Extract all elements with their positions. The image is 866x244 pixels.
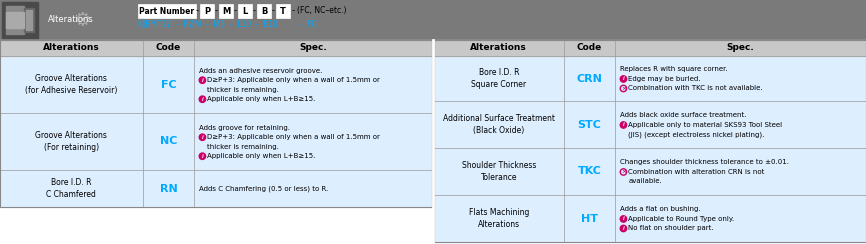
Text: Spec.: Spec. xyxy=(300,43,327,52)
Text: Combination with TKC is not available.: Combination with TKC is not available. xyxy=(629,85,763,92)
Text: D≥P+3: Applicable only when a wall of 1.5mm or: D≥P+3: Applicable only when a wall of 1.… xyxy=(207,134,380,140)
Bar xyxy=(200,4,214,18)
Bar xyxy=(6,12,24,28)
Bar xyxy=(238,4,252,18)
Bar xyxy=(26,10,32,30)
Text: -: - xyxy=(215,7,217,16)
Text: KJBMT12  -  RØM  -  M5  -  L10  -  B10         -  FC: KJBMT12 - RØM - M5 - L10 - B10 - FC xyxy=(138,20,317,29)
Circle shape xyxy=(620,216,627,222)
Text: Applicable only when L+B≥15.: Applicable only when L+B≥15. xyxy=(207,153,316,159)
Bar xyxy=(0,0,866,40)
Text: Code: Code xyxy=(577,43,602,52)
Text: T: T xyxy=(280,7,286,16)
Text: RN: RN xyxy=(159,183,178,193)
Text: i: i xyxy=(623,76,624,81)
Text: Part Number: Part Number xyxy=(139,7,195,16)
Text: Groove Alterations
(for Adhesive Reservoir): Groove Alterations (for Adhesive Reservo… xyxy=(25,74,118,95)
Text: B: B xyxy=(261,7,268,16)
Text: ×: × xyxy=(621,170,626,174)
Text: i: i xyxy=(623,216,624,222)
Text: (JIS) (except electroless nickel plating).: (JIS) (except electroless nickel plating… xyxy=(629,131,765,138)
Text: Groove Alterations
(For retaining): Groove Alterations (For retaining) xyxy=(36,132,107,152)
Circle shape xyxy=(199,77,205,83)
Text: HT: HT xyxy=(581,214,598,224)
Text: No flat on shoulder part.: No flat on shoulder part. xyxy=(629,225,714,232)
Circle shape xyxy=(199,134,205,141)
Text: available.: available. xyxy=(629,178,662,184)
Text: -: - xyxy=(196,7,198,16)
Text: Applicable only to material SKS93 Tool Steel: Applicable only to material SKS93 Tool S… xyxy=(629,122,783,128)
Text: CRN: CRN xyxy=(577,73,603,83)
Bar xyxy=(257,4,271,18)
Text: i: i xyxy=(202,97,204,102)
Text: Spec.: Spec. xyxy=(727,43,754,52)
Bar xyxy=(434,40,866,242)
Text: L: L xyxy=(242,7,248,16)
Text: i: i xyxy=(202,154,204,159)
Text: Adds groove for retaining.: Adds groove for retaining. xyxy=(199,125,290,131)
Text: M: M xyxy=(222,7,230,16)
Text: P: P xyxy=(204,7,210,16)
Text: Applicable only when L+B≥15.: Applicable only when L+B≥15. xyxy=(207,96,316,102)
Bar xyxy=(6,6,24,34)
Text: Adds an adhesive reservoir groove.: Adds an adhesive reservoir groove. xyxy=(199,68,323,74)
Polygon shape xyxy=(2,2,38,38)
Circle shape xyxy=(620,122,627,128)
Text: (FC, NC–etc.): (FC, NC–etc.) xyxy=(297,7,346,16)
Text: Alterations: Alterations xyxy=(48,16,94,24)
Bar xyxy=(434,40,866,242)
Bar xyxy=(219,4,233,18)
Text: Bore I.D. R
Square Corner: Bore I.D. R Square Corner xyxy=(471,69,527,89)
Text: i: i xyxy=(623,226,624,231)
Text: -: - xyxy=(292,7,294,16)
Text: FC: FC xyxy=(161,80,177,90)
Text: i: i xyxy=(202,135,204,140)
Text: TKC: TKC xyxy=(578,166,602,176)
Circle shape xyxy=(199,153,205,159)
Bar xyxy=(0,40,432,56)
Text: Applicable to Round Type only.: Applicable to Round Type only. xyxy=(629,216,734,222)
Text: ×: × xyxy=(621,86,626,91)
Bar xyxy=(24,8,34,32)
Text: Adds a flat on bushing.: Adds a flat on bushing. xyxy=(620,206,701,213)
Text: STC: STC xyxy=(578,120,602,130)
Text: Edge may be burled.: Edge may be burled. xyxy=(629,76,701,82)
Text: Adds black oxide surface treatment.: Adds black oxide surface treatment. xyxy=(620,112,747,119)
Text: Adds C Chamfering (0.5 or less) to R.: Adds C Chamfering (0.5 or less) to R. xyxy=(199,186,329,192)
Text: Shoulder Thickness
Tolerance: Shoulder Thickness Tolerance xyxy=(462,162,536,182)
Text: NC: NC xyxy=(160,136,178,146)
Text: thicker is remaining.: thicker is remaining. xyxy=(207,87,279,93)
Text: thicker is remaining.: thicker is remaining. xyxy=(207,144,279,150)
Text: D≥P+3: Applicable only when a wall of 1.5mm or: D≥P+3: Applicable only when a wall of 1.… xyxy=(207,77,380,83)
Bar xyxy=(434,40,866,56)
Text: Changes shoulder thickness tolerance to ±0.01.: Changes shoulder thickness tolerance to … xyxy=(620,160,790,165)
Text: -: - xyxy=(253,7,255,16)
Text: ⚙: ⚙ xyxy=(74,10,91,30)
Bar xyxy=(138,4,196,18)
Bar xyxy=(0,40,432,207)
Circle shape xyxy=(199,96,205,102)
Text: -: - xyxy=(272,7,275,16)
Circle shape xyxy=(620,76,627,82)
Text: Alterations: Alterations xyxy=(43,43,100,52)
Circle shape xyxy=(620,225,627,232)
Text: Alterations: Alterations xyxy=(470,43,527,52)
Text: i: i xyxy=(202,78,204,83)
Text: Additional Surface Treatment
(Black Oxide): Additional Surface Treatment (Black Oxid… xyxy=(443,114,555,134)
Text: Replaces R with square corner.: Replaces R with square corner. xyxy=(620,66,728,72)
Text: Bore I.D. R
C Chamfered: Bore I.D. R C Chamfered xyxy=(47,178,96,199)
Text: Flats Machining
Alterations: Flats Machining Alterations xyxy=(469,208,529,229)
Text: Combination with alteration CRN is not: Combination with alteration CRN is not xyxy=(629,169,765,175)
Bar xyxy=(0,40,432,207)
Text: Code: Code xyxy=(156,43,181,52)
Text: i: i xyxy=(623,122,624,127)
Text: -: - xyxy=(234,7,236,16)
Bar xyxy=(276,4,290,18)
